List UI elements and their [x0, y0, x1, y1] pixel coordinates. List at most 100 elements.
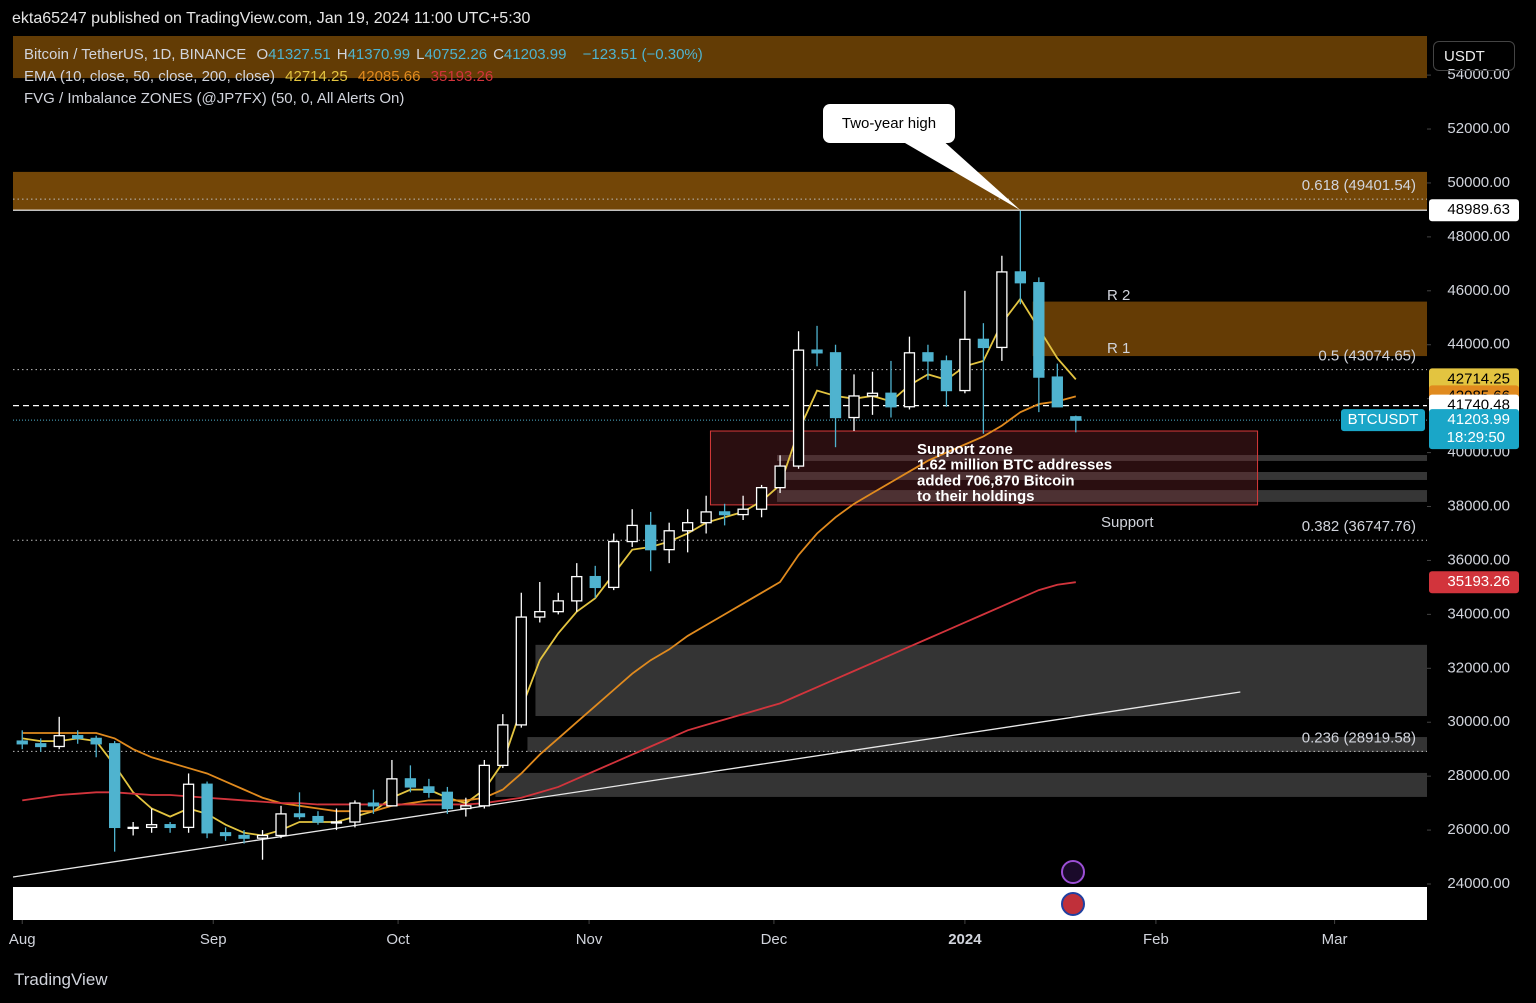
- candle-body: [645, 524, 657, 551]
- y-tick-label: 34000.00: [1447, 605, 1510, 622]
- fib-label: 0.382 (36747.76): [1302, 518, 1416, 535]
- fvg-zone: [527, 737, 1427, 752]
- y-tick-label: 48000.00: [1447, 228, 1510, 245]
- candle-body: [72, 735, 84, 740]
- price-badge: [1429, 368, 1519, 391]
- candle-body: [441, 791, 454, 810]
- candle-body: [663, 530, 675, 551]
- candle-body: [478, 764, 490, 807]
- countdown: 18:29:50: [1447, 429, 1505, 446]
- legend-ema: EMA (10, close, 50, close, 200, close) 4…: [24, 68, 499, 85]
- event-icon: [1061, 892, 1085, 916]
- candle-body: [626, 524, 638, 543]
- ohlc-label: L: [416, 46, 425, 63]
- ohlc-value: 41327.51: [268, 46, 331, 63]
- legend-fvg: FVG / Imbalance ZONES (@JP7FX) (50, 0, A…: [24, 90, 410, 107]
- y-tick-label: 30000.00: [1447, 713, 1510, 730]
- price-badge-label: 48989.63: [1447, 201, 1510, 218]
- candle-body: [829, 352, 842, 419]
- fvg-zone: [776, 455, 1427, 461]
- y-tick-label: 50000.00: [1447, 174, 1510, 191]
- candle-body: [497, 724, 509, 767]
- candle-body: [848, 395, 860, 419]
- candle-body: [589, 575, 601, 589]
- candle-body: [940, 360, 953, 392]
- candle-body: [460, 805, 472, 810]
- trendline: [13, 691, 1241, 878]
- x-tick-label: Dec: [761, 931, 788, 948]
- x-tick-label: Feb: [1143, 931, 1169, 948]
- ema-value: 42085.66: [357, 68, 421, 85]
- candle-body: [885, 392, 897, 408]
- change: −123.51 (−0.30%): [582, 46, 703, 63]
- price-badge: [1429, 199, 1519, 222]
- ema-value: 42714.25: [285, 68, 348, 85]
- fib-label: 0.236 (28919.58): [1302, 729, 1416, 746]
- publisher: ekta65247 published on TradingView.com, …: [12, 10, 531, 27]
- candle-body: [515, 616, 527, 726]
- candle-body: [349, 802, 361, 823]
- candle-body: [903, 352, 916, 408]
- candle-body: [127, 826, 139, 830]
- y-tick-label: 32000.00: [1447, 659, 1510, 676]
- fvg-zone: [776, 472, 1427, 480]
- currency-button[interactable]: USDT: [1433, 41, 1515, 71]
- candle-body: [718, 511, 731, 516]
- price-badge: [1429, 571, 1519, 594]
- candle-body: [404, 778, 417, 788]
- candle-body: [1014, 271, 1027, 284]
- x-tick-label: Aug: [9, 931, 36, 948]
- fvg-zone: [13, 171, 1427, 210]
- y-tick-label: 52000.00: [1447, 120, 1510, 137]
- candle-body: [35, 743, 47, 748]
- y-tick-label: 46000.00: [1447, 282, 1510, 299]
- event-icon: [1061, 860, 1085, 884]
- candle-body: [330, 821, 343, 824]
- y-tick-label: 24000.00: [1447, 875, 1510, 892]
- ohlc-label: H: [336, 46, 348, 63]
- candle-body: [1033, 282, 1045, 378]
- ema-line: [22, 395, 1077, 813]
- ohlc: O41327.51 H41370.99 L40752.26 C41203.99: [256, 46, 572, 63]
- y-tick-label: 26000.00: [1447, 821, 1510, 838]
- x-tick-label: Sep: [200, 931, 227, 948]
- zone-label: Support: [1101, 514, 1154, 531]
- candle-body: [145, 824, 158, 829]
- y-tick-label: 36000.00: [1447, 551, 1510, 568]
- candle-body: [608, 540, 620, 589]
- candle-body: [996, 271, 1008, 349]
- zone-label: R 2: [1107, 287, 1130, 304]
- fib-label: 0.5 (43074.65): [1318, 348, 1416, 365]
- candle-body: [1051, 376, 1063, 408]
- candle-body: [201, 783, 213, 834]
- ohlc-value: 41203.99: [503, 46, 567, 63]
- ohlc-value: 40752.26: [424, 46, 488, 63]
- x-tick-label: Oct: [386, 931, 410, 948]
- candle-body: [977, 338, 990, 349]
- y-tick-label: 28000.00: [1447, 767, 1510, 784]
- candle-body: [774, 465, 786, 489]
- candle-body: [682, 522, 694, 532]
- ema-line: [22, 581, 1076, 806]
- price-badge: [1429, 409, 1519, 450]
- callout: [823, 104, 955, 143]
- candle-body: [792, 349, 805, 467]
- callout-label: Two-year high: [842, 115, 936, 132]
- legend-main: Bitcoin / TetherUS, 1D, BINANCE O41327.5…: [24, 46, 709, 63]
- fib-label: 0.618 (49401.54): [1302, 177, 1416, 194]
- ema-value: 35193.26: [430, 68, 494, 85]
- candle-body: [534, 611, 546, 618]
- ema-line: [22, 297, 1077, 837]
- support-text: 1.62 million BTC addresses: [917, 457, 1112, 474]
- candle-body: [866, 392, 879, 397]
- fvg-zone: [13, 36, 1427, 79]
- x-tick-label: Mar: [1322, 931, 1348, 948]
- indicator: FVG / Imbalance ZONES (@JP7FX) (50, 0, A…: [24, 90, 405, 107]
- candle-body: [423, 786, 435, 793]
- y-tick-label: 38000.00: [1447, 497, 1510, 514]
- x-tick-label: Nov: [576, 931, 603, 948]
- fvg-zone: [535, 644, 1427, 717]
- candle-body: [367, 802, 380, 807]
- ohlc-label: O: [256, 46, 269, 63]
